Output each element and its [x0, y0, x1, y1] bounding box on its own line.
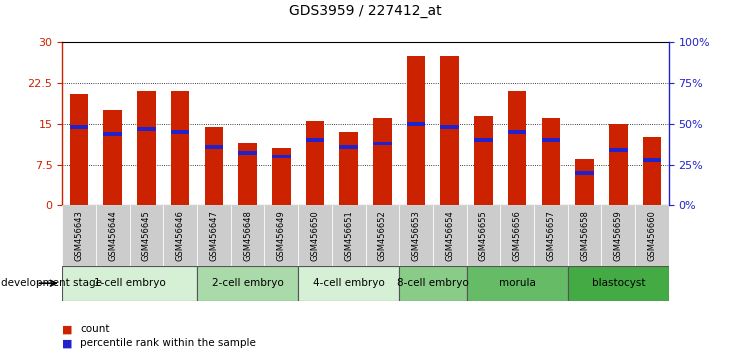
Bar — [399, 266, 466, 301]
Bar — [339, 132, 358, 205]
Text: GSM456651: GSM456651 — [344, 210, 353, 261]
Text: 2-cell embryo: 2-cell embryo — [212, 278, 284, 288]
Bar — [433, 205, 466, 266]
Bar — [298, 266, 399, 301]
Bar — [306, 121, 325, 205]
Text: development stage: development stage — [1, 278, 102, 288]
Bar — [643, 158, 662, 162]
Bar — [373, 119, 392, 205]
Text: 4-cell embryo: 4-cell embryo — [313, 278, 385, 288]
Bar — [474, 138, 493, 142]
Bar — [609, 124, 628, 205]
Bar — [171, 91, 189, 205]
Bar — [441, 56, 459, 205]
Bar — [231, 205, 265, 266]
Text: GSM456654: GSM456654 — [445, 210, 454, 261]
Text: GSM456660: GSM456660 — [648, 210, 656, 261]
Bar — [332, 205, 366, 266]
Text: GSM456657: GSM456657 — [546, 210, 556, 261]
Text: GSM456659: GSM456659 — [614, 210, 623, 261]
Bar — [205, 127, 223, 205]
Bar — [265, 205, 298, 266]
Bar — [163, 205, 197, 266]
Bar — [466, 266, 568, 301]
Text: GSM456652: GSM456652 — [378, 210, 387, 261]
Bar — [406, 122, 425, 126]
Bar — [508, 130, 526, 134]
Text: GSM456658: GSM456658 — [580, 210, 589, 261]
Text: count: count — [80, 324, 110, 334]
Text: GSM456645: GSM456645 — [142, 210, 151, 261]
Text: GSM456649: GSM456649 — [277, 210, 286, 261]
Bar — [197, 266, 298, 301]
Text: GDS3959 / 227412_at: GDS3959 / 227412_at — [289, 4, 442, 18]
Bar — [272, 155, 290, 158]
Bar — [62, 266, 197, 301]
Text: 1-cell embryo: 1-cell embryo — [94, 278, 165, 288]
Bar — [602, 205, 635, 266]
Bar — [238, 151, 257, 155]
Bar — [635, 205, 669, 266]
Text: GSM456647: GSM456647 — [209, 210, 219, 261]
Bar — [298, 205, 332, 266]
Bar — [339, 145, 358, 149]
Bar — [197, 205, 231, 266]
Text: GSM456656: GSM456656 — [512, 210, 522, 261]
Bar — [171, 130, 189, 134]
Text: GSM456655: GSM456655 — [479, 210, 488, 261]
Bar — [542, 138, 560, 142]
Bar — [69, 125, 88, 129]
Bar — [575, 159, 594, 205]
Bar — [137, 91, 156, 205]
Bar — [205, 145, 223, 149]
Bar — [96, 205, 129, 266]
Text: blastocyst: blastocyst — [591, 278, 645, 288]
Bar — [508, 91, 526, 205]
Bar — [466, 205, 500, 266]
Bar — [62, 205, 96, 266]
Text: GSM456643: GSM456643 — [75, 210, 83, 261]
Bar — [399, 205, 433, 266]
Bar — [609, 148, 628, 152]
Text: GSM456653: GSM456653 — [412, 210, 420, 261]
Text: GSM456646: GSM456646 — [175, 210, 185, 261]
Bar — [137, 127, 156, 131]
Bar — [441, 125, 459, 129]
Bar — [306, 138, 325, 142]
Bar — [568, 205, 602, 266]
Bar — [69, 94, 88, 205]
Text: 8-cell embryo: 8-cell embryo — [397, 278, 469, 288]
Bar — [238, 143, 257, 205]
Bar — [575, 171, 594, 175]
Bar — [500, 205, 534, 266]
Bar — [366, 205, 399, 266]
Text: percentile rank within the sample: percentile rank within the sample — [80, 338, 257, 348]
Text: morula: morula — [499, 278, 536, 288]
Bar — [272, 148, 290, 205]
Bar — [406, 56, 425, 205]
Bar — [542, 119, 560, 205]
Text: GSM456644: GSM456644 — [108, 210, 117, 261]
Bar — [643, 137, 662, 205]
Text: ■: ■ — [62, 338, 72, 348]
Bar — [474, 116, 493, 205]
Bar — [373, 142, 392, 145]
Bar — [568, 266, 669, 301]
Bar — [534, 205, 568, 266]
Text: GSM456650: GSM456650 — [311, 210, 319, 261]
Bar — [103, 110, 122, 205]
Text: GSM456648: GSM456648 — [243, 210, 252, 261]
Bar — [103, 132, 122, 136]
Bar — [129, 205, 163, 266]
Text: ■: ■ — [62, 324, 72, 334]
